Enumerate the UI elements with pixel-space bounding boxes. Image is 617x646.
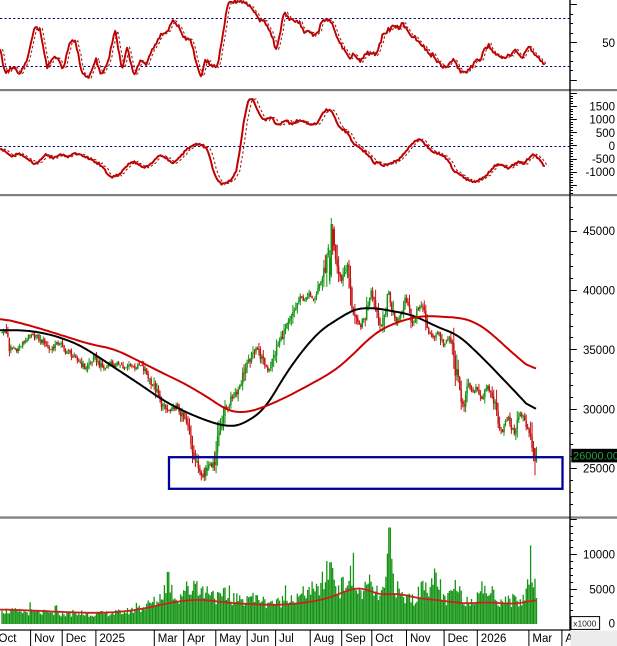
svg-text:0: 0 (609, 619, 615, 631)
svg-text:30000: 30000 (583, 404, 615, 416)
svg-text:Jul: Jul (279, 633, 294, 645)
svg-text:Mar: Mar (158, 633, 178, 645)
svg-text:-500: -500 (592, 154, 615, 166)
svg-text:May: May (219, 633, 241, 645)
svg-text:0: 0 (609, 141, 615, 153)
svg-text:45000: 45000 (583, 226, 615, 238)
svg-text:2025: 2025 (99, 633, 125, 645)
svg-text:Sep: Sep (345, 633, 365, 645)
svg-text:25000: 25000 (583, 464, 615, 476)
svg-text:Dec: Dec (66, 633, 87, 645)
svg-text:Apr: Apr (187, 633, 205, 645)
svg-text:Dec: Dec (448, 633, 469, 645)
svg-text:Oct: Oct (0, 633, 17, 645)
svg-text:500: 500 (596, 128, 615, 140)
svg-text:x1000: x1000 (573, 618, 596, 628)
svg-text:40000: 40000 (583, 286, 615, 298)
svg-text:35000: 35000 (583, 345, 615, 357)
svg-text:26000.00: 26000.00 (573, 451, 617, 463)
svg-text:5000: 5000 (589, 584, 615, 596)
svg-text:Oct: Oct (375, 633, 394, 645)
svg-text:Apr: Apr (565, 633, 583, 645)
svg-text:-1000: -1000 (586, 167, 615, 179)
svg-text:10000: 10000 (583, 550, 615, 562)
svg-text:1500: 1500 (589, 102, 615, 114)
svg-text:Mar: Mar (532, 633, 552, 645)
svg-text:50: 50 (602, 38, 615, 50)
svg-text:2026: 2026 (481, 633, 507, 645)
svg-text:Jun: Jun (251, 633, 270, 645)
svg-text:Nov: Nov (410, 633, 431, 645)
svg-text:1000: 1000 (589, 115, 615, 127)
svg-text:Aug: Aug (314, 633, 334, 645)
svg-text:Nov: Nov (34, 633, 55, 645)
